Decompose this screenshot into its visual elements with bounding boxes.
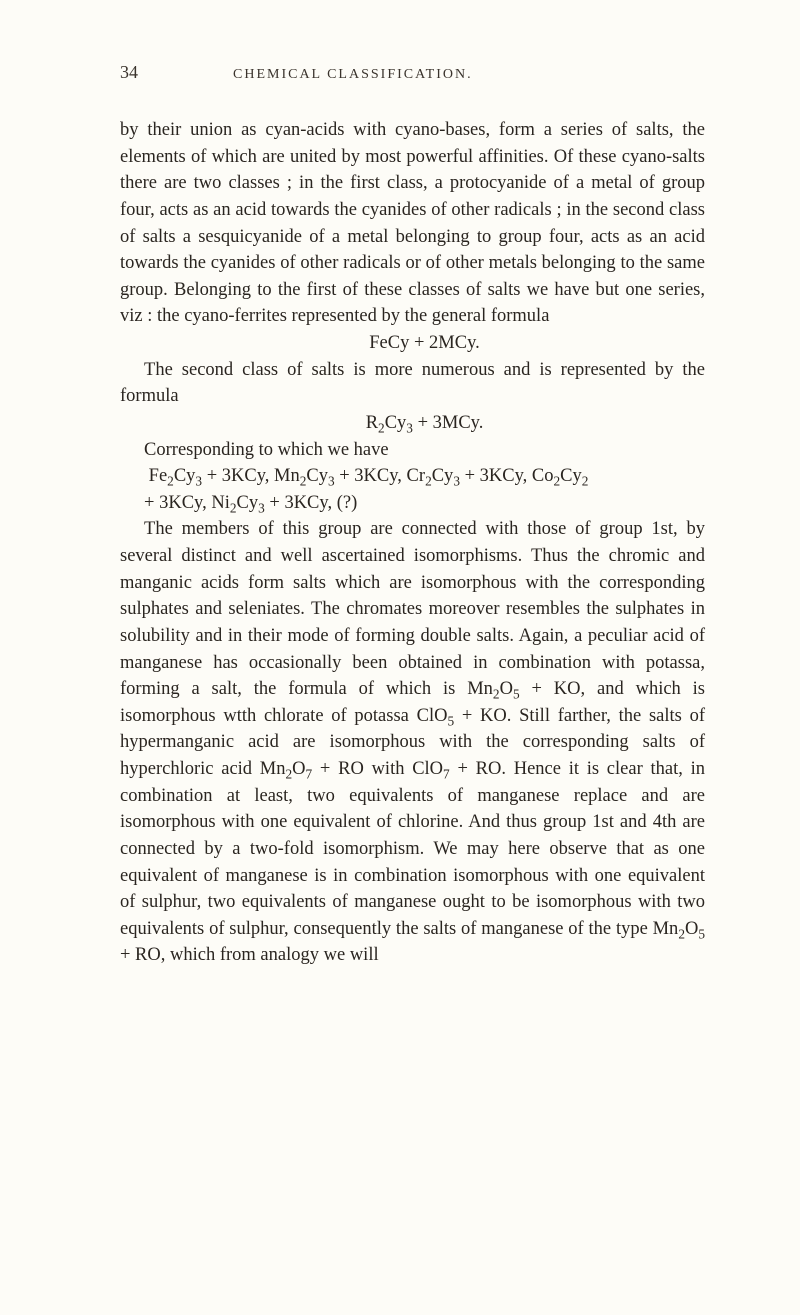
f3-b: Cy (174, 466, 196, 486)
f3-c: + 3KCy, Mn (202, 466, 300, 486)
formula-1: FeCy + 2MCy. (120, 330, 705, 357)
f3-d: Cy (306, 466, 328, 486)
subscript: 7 (443, 767, 450, 782)
formula-3-line-2: + 3KCy, Ni2Cy3 + 3KCy, (?) (120, 490, 705, 517)
body-text: by their union as cyan-acids with cyano-… (120, 117, 705, 969)
subscript: 3 (453, 474, 460, 489)
page-number: 34 (120, 62, 138, 83)
subscript: 5 (513, 687, 520, 702)
subscript: 2 (167, 474, 174, 489)
subscript: 2 (425, 474, 432, 489)
formula-2-part-a: R (366, 413, 378, 433)
formula-2-part-b: Cy (385, 413, 407, 433)
p4-i: + RO, which from analogy we will (120, 945, 379, 965)
f3-2c: + 3KCy, (?) (265, 493, 357, 513)
formula-2: R2Cy3 + 3MCy. (120, 410, 705, 437)
p4-g: + RO. Hence it is clear that, in combina… (120, 759, 705, 939)
f3-a: Fe (149, 466, 168, 486)
page-header: 34 CHEMICAL CLASSIFICATION. (120, 62, 705, 83)
p4-b: O (500, 679, 513, 699)
subscript: 2 (493, 687, 500, 702)
subscript: 2 (678, 926, 685, 941)
paragraph-2: The second class of salts is more numero… (120, 357, 705, 410)
f3-2a: + 3KCy, Ni (144, 493, 230, 513)
formula-3-line-1: Fe2Cy3 + 3KCy, Mn2Cy3 + 3KCy, Cr2Cy3 + 3… (120, 463, 705, 490)
paragraph-3: Corresponding to which we have (120, 437, 705, 464)
subscript: 5 (698, 926, 705, 941)
subscript: 3 (258, 500, 265, 515)
subscript: 3 (406, 421, 413, 436)
f3-2b: Cy (237, 493, 259, 513)
p4-f: + RO with ClO (312, 759, 443, 779)
subscript: 2 (378, 421, 385, 436)
subscript: 2 (582, 474, 589, 489)
paragraph-4: The members of this group are connected … (120, 516, 705, 969)
f3-e: + 3KCy, Cr (335, 466, 425, 486)
f3-h: Cy (560, 466, 582, 486)
subscript: 2 (230, 500, 237, 515)
p4-e: O (292, 759, 305, 779)
paragraph-1: by their union as cyan-acids with cyano-… (120, 117, 705, 330)
running-title: CHEMICAL CLASSIFICATION. (233, 67, 473, 83)
f3-g: + 3KCy, Co (460, 466, 554, 486)
page: 34 CHEMICAL CLASSIFICATION. by their uni… (0, 0, 800, 1315)
subscript: 3 (328, 474, 335, 489)
p4-a: The members of this group are connected … (120, 519, 705, 699)
f3-f: Cy (432, 466, 454, 486)
formula-2-part-c: + 3MCy. (413, 413, 483, 433)
p4-h: O (685, 919, 698, 939)
